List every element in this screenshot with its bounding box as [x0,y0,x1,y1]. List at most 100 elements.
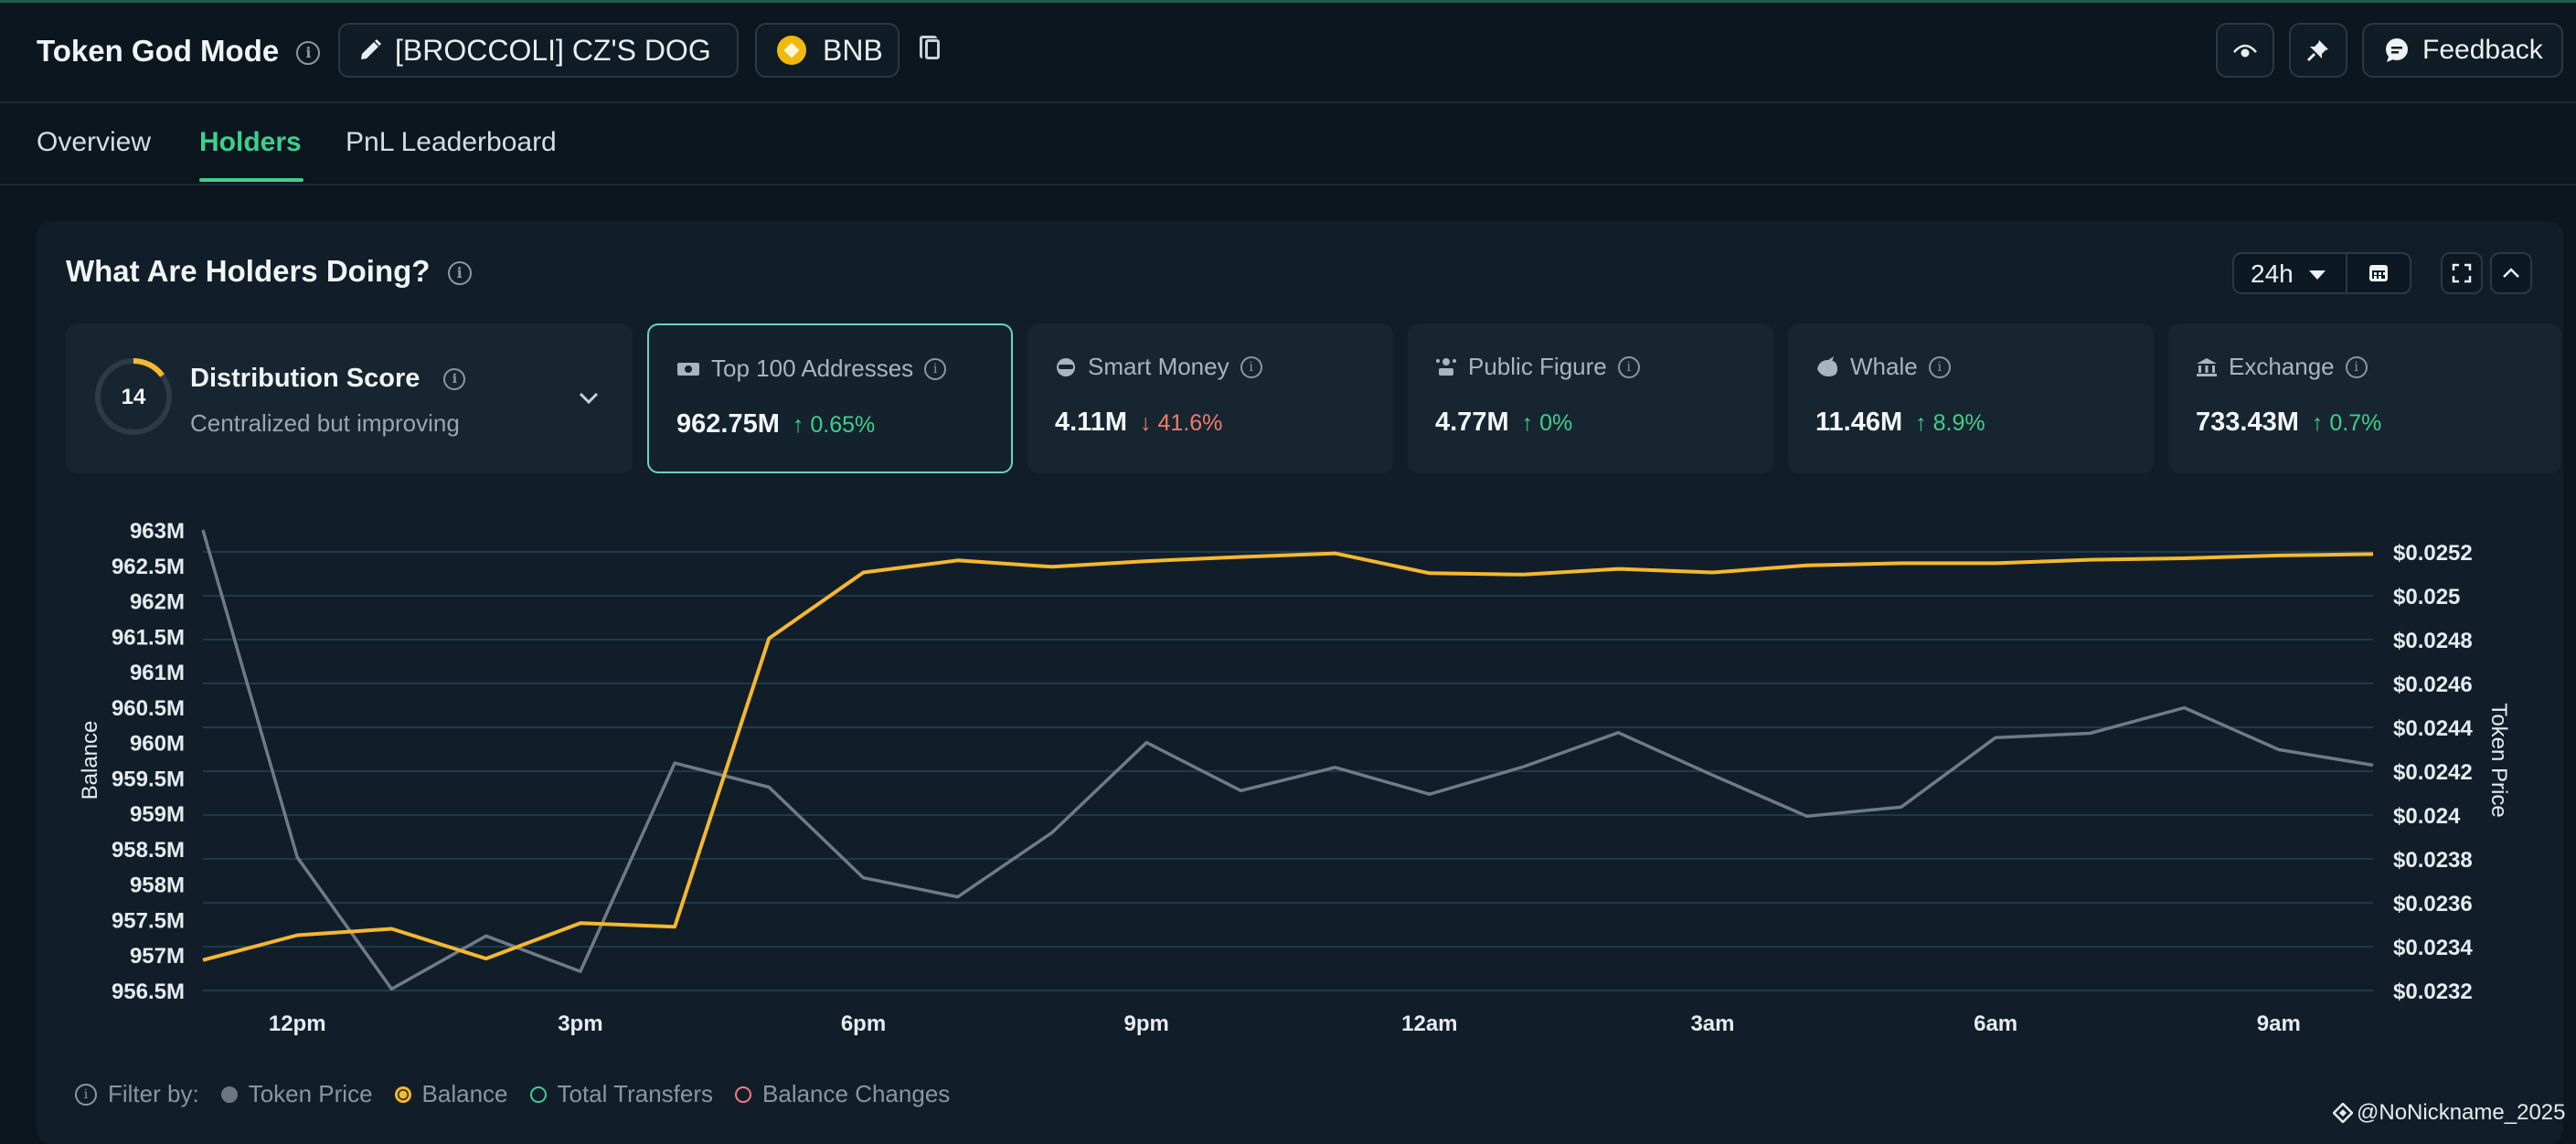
right-axis-tick-label: $0.0248 [2393,629,2473,653]
tab-bar: Overview Holders PnL Leaderboard [0,103,2576,185]
left-axis-tick-label: 961.5M [112,625,185,650]
holders-line-chart[interactable]: $0.0252 $0.025 $0.0248 $0.0246 $0.0244 $0.024… [0,493,2576,1060]
metric-value: 4.77M ↑ 0% [1435,408,1572,438]
info-icon[interactable]: i [2345,355,2368,378]
metric-change: ↑ 0.7% [2311,410,2382,436]
filter-dot [394,1086,411,1103]
metric-card-public-figure[interactable]: Public Figure i 4.77M ↑ 0% [1408,323,1773,473]
metric-change-text: 0% [1539,410,1573,436]
bnb-icon [777,36,806,65]
filter-balance[interactable]: Balance [394,1080,508,1108]
token-name: [BROCCOLI] CZ'S DOG [395,33,711,67]
metric-label-text: Smart Money [1088,353,1229,380]
score-gauge: 14 [95,358,172,435]
watch-button[interactable] [2216,23,2274,78]
tab-pnl-leaderboard[interactable]: PnL Leaderboard [346,127,557,157]
info-icon[interactable]: i [1617,355,1640,378]
info-icon[interactable]: i [447,261,472,286]
left-axis-tick-label: 963M [130,519,185,544]
fullscreen-button[interactable] [2441,252,2483,294]
chain-name: BNB [823,33,883,67]
info-icon[interactable]: i [1928,355,1951,378]
info-icon[interactable]: i [924,357,947,380]
left-axis-tick-label: 957.5M [112,908,185,933]
panel-title-text: What Are Holders Doing? [66,254,431,288]
left-axis-title: Balance [78,721,102,800]
metric-change: ↓ 41.6% [1140,410,1223,436]
right-axis-tick-label: $0.0242 [2393,760,2473,785]
copy-icon[interactable] [920,36,940,59]
metric-card-exchange[interactable]: Exchange i 733.43M ↑ 0.7% [2168,323,2561,473]
watermark-text: @NoNickname_2025 [2357,1100,2566,1125]
calendar-icon[interactable] [2369,265,2388,281]
metric-change-text: 8.9% [1932,410,1985,436]
chat-bubble-icon [2386,38,2408,62]
metric-card-smart-money[interactable]: Smart Money i 4.11M ↓ 41.6% [1027,323,1393,473]
score-subtitle: Centralized but improving [190,409,460,437]
x-axis-tick-label: 6am [1974,1012,2017,1036]
eye-icon [2233,44,2257,58]
filter-balance-changes[interactable]: Balance Changes [735,1080,950,1108]
left-axis-tick-label: 960M [130,732,185,757]
tab-holders[interactable]: Holders [199,127,302,157]
series-line-balance [202,551,2374,962]
chevron-down-icon[interactable] [578,391,600,406]
metric-label: Public Figure i [1435,353,1640,381]
x-axis-tick-label: 9pm [1123,1012,1168,1036]
right-axis-tick-label: $0.0238 [2393,848,2473,873]
right-axis-tick-label: $0.025 [2393,585,2460,609]
filter-token-price[interactable]: Token Price [220,1080,373,1108]
left-axis-tick-label: 959M [130,802,185,827]
right-axis-tick-label: $0.0236 [2393,892,2473,916]
filter-label: Filter by: [108,1080,199,1107]
time-range-select[interactable]: 24h [2232,252,2411,294]
chain-selector[interactable]: BNB [755,23,899,78]
podium-icon [1436,357,1456,376]
filter-item-label: Token Price [248,1080,373,1107]
metric-value: 962.75M ↑ 0.65% [676,409,875,440]
collapse-button[interactable] [2490,252,2532,294]
left-axis-tick-label: 962M [130,590,185,615]
metric-change: ↑ 0% [1521,410,1573,436]
panel-title: What Are Holders Doing? i [66,254,472,289]
app-title-text: Token God Mode [37,34,280,68]
left-axis-tick-label: 962.5M [112,555,185,579]
metric-value-text: 962.75M [676,409,780,439]
pin-button[interactable] [2289,23,2347,78]
metric-value-text: 4.77M [1435,408,1509,437]
filter-dot [735,1086,752,1103]
sunglasses-icon [1057,357,1075,376]
money-icon [677,362,699,376]
metric-change-text: 0.65% [810,412,876,438]
left-axis-tick-label: 959.5M [112,767,185,791]
feedback-button[interactable]: Feedback [2362,23,2563,78]
filter-total-transfers[interactable]: Total Transfers [529,1080,713,1108]
info-icon[interactable]: i [296,41,321,66]
expand-icon [2452,263,2472,283]
distribution-score-card[interactable]: 14 Distribution Score i Centralized but … [66,323,633,473]
whale-icon [1817,355,1837,376]
metric-label-text: Public Figure [1468,353,1607,380]
metric-label-text: Top 100 Addresses [711,355,914,382]
metric-value-text: 733.43M [2196,408,2299,437]
app-title: Token God Mode i [37,34,321,69]
x-axis-tick-label: 3pm [558,1012,602,1036]
bank-icon [2197,357,2217,376]
metric-value: 733.43M ↑ 0.7% [2196,408,2381,438]
tab-overview[interactable]: Overview [37,127,152,157]
chevron-up-icon [2503,268,2519,278]
metric-label: Whale i [1815,353,1951,381]
info-icon[interactable]: i [1240,355,1262,378]
metric-card-top-100[interactable]: Top 100 Addresses i 962.75M ↑ 0.65% [647,323,1013,473]
series-line-token-price [201,529,2374,991]
metric-value-text: 4.11M [1055,408,1127,437]
caret-down-icon [2309,270,2326,280]
time-range-value: 24h [2251,260,2294,288]
metric-card-whale[interactable]: Whale i 11.46M ↑ 8.9% [1788,323,2154,473]
metric-label-text: Whale [1850,353,1918,380]
info-icon[interactable]: i [75,1083,97,1106]
info-icon[interactable]: i [443,368,466,391]
token-selector[interactable]: [BROCCOLI] CZ'S DOG [338,23,739,78]
metric-label: Top 100 Addresses i [676,355,947,383]
pencil-icon [361,39,381,59]
